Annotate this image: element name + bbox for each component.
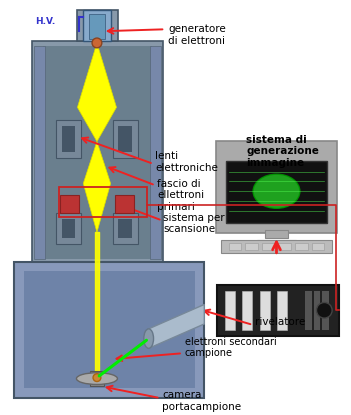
FancyBboxPatch shape xyxy=(221,240,332,253)
Bar xyxy=(260,291,270,330)
Bar xyxy=(62,126,75,152)
Polygon shape xyxy=(149,305,204,348)
FancyBboxPatch shape xyxy=(56,213,81,244)
Text: generatore
di elettroni: generatore di elettroni xyxy=(168,24,226,46)
Bar xyxy=(312,243,324,250)
Bar xyxy=(62,219,75,238)
Bar xyxy=(32,41,163,264)
Text: elettroni secondari
campione: elettroni secondari campione xyxy=(185,337,277,358)
Text: rivelatore: rivelatore xyxy=(255,317,305,327)
Text: lenti
elettroniche: lenti elettroniche xyxy=(155,151,218,173)
Bar xyxy=(60,195,79,213)
Bar xyxy=(262,243,274,250)
Bar xyxy=(226,161,327,223)
Bar xyxy=(278,291,287,330)
Text: sistema di
generazione
immagine: sistema di generazione immagine xyxy=(246,134,319,168)
FancyBboxPatch shape xyxy=(216,142,337,233)
FancyBboxPatch shape xyxy=(113,213,138,244)
Bar xyxy=(295,243,308,250)
Bar xyxy=(217,285,339,336)
Bar xyxy=(278,243,291,250)
Circle shape xyxy=(317,303,332,318)
Bar xyxy=(313,291,320,330)
Text: sistema per
scansione: sistema per scansione xyxy=(163,213,225,234)
Bar xyxy=(150,46,161,259)
Circle shape xyxy=(93,374,101,381)
Bar xyxy=(118,126,132,152)
Bar xyxy=(14,261,204,398)
Bar xyxy=(34,46,45,259)
Bar xyxy=(59,187,147,217)
Ellipse shape xyxy=(253,174,300,208)
Bar xyxy=(118,219,132,238)
Bar xyxy=(83,10,111,41)
FancyBboxPatch shape xyxy=(56,120,81,158)
Polygon shape xyxy=(78,43,117,142)
Bar xyxy=(89,14,105,39)
Polygon shape xyxy=(83,142,111,232)
Bar xyxy=(322,291,329,330)
Circle shape xyxy=(92,38,102,48)
Bar xyxy=(245,243,258,250)
Bar xyxy=(24,271,194,388)
Text: H.V.: H.V. xyxy=(35,17,56,26)
Bar xyxy=(229,243,241,250)
FancyBboxPatch shape xyxy=(113,120,138,158)
Bar xyxy=(242,291,252,330)
Text: fascio di
ellettroni
primari: fascio di ellettroni primari xyxy=(158,178,205,212)
Bar xyxy=(257,240,296,246)
Bar xyxy=(265,230,288,238)
Text: camera
portacampione: camera portacampione xyxy=(162,391,241,412)
Bar xyxy=(114,195,134,213)
Bar xyxy=(225,291,234,330)
Ellipse shape xyxy=(144,329,153,348)
Bar xyxy=(305,291,312,330)
Ellipse shape xyxy=(77,373,118,384)
Bar xyxy=(90,371,104,386)
Bar xyxy=(43,46,152,259)
Bar xyxy=(77,10,118,41)
